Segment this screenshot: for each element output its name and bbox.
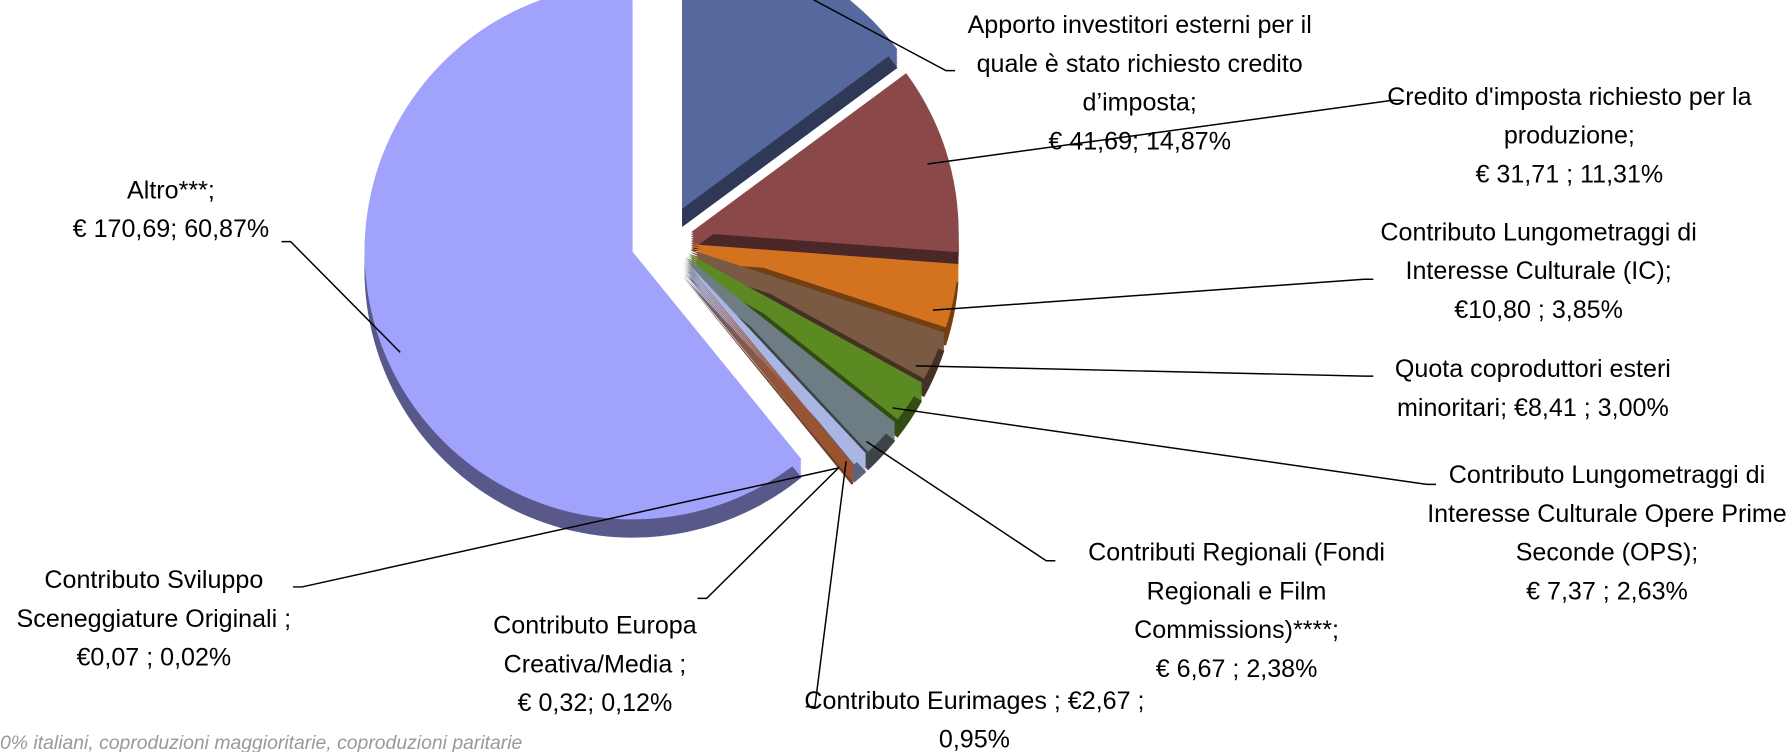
pie-slice [682, 258, 852, 467]
category-label: Contributo Lungometraggi di Interesse Cu… [1427, 460, 1787, 567]
leader-line [805, 461, 847, 708]
leader-line [812, 0, 956, 72]
slice-side [682, 270, 854, 478]
leader-line [927, 99, 1402, 165]
pie-slice [364, 0, 802, 520]
slice-side [682, 277, 852, 485]
slice-side [682, 265, 854, 473]
slice-side [682, 274, 854, 483]
category-label: Contributi Regionali (Fondi Regionali e … [1088, 537, 1386, 644]
slice-side [682, 267, 854, 476]
slice-label: Contributo Lungometraggi di Interesse Cu… [1351, 213, 1727, 329]
pie-slice [687, 253, 923, 420]
slice-label: Contributo Lungometraggi di Interesse Cu… [1419, 456, 1787, 611]
pie-slice [682, 258, 854, 467]
slice-side [682, 272, 854, 480]
leader-line [915, 365, 1374, 377]
slice-label: Contributi Regionali (Fondi Regionali e … [1049, 533, 1425, 688]
slice-side [682, 263, 854, 471]
slice-side [682, 274, 852, 483]
value-label: € 170,69; 60,87% [72, 214, 270, 243]
pie-slice [685, 256, 896, 452]
value-label: €2,67 ; 0,95% [938, 686, 1145, 752]
leader-line [933, 278, 1374, 311]
category-label: Contributo Lungometraggi di Interesse Cu… [1380, 217, 1697, 285]
category-label: Altro***; [127, 175, 215, 205]
slice-label: Contributo Eurimages ; €2,67 ; 0,95% [803, 682, 1145, 752]
slice-side [682, 272, 852, 481]
category-label: Contributo Eurimages ; [804, 686, 1061, 715]
slice-side [682, 267, 852, 476]
category-label: Credito d'imposta richiesto per la produ… [1387, 82, 1752, 150]
footnote: 0% italiani, coproduzioni maggioritarie,… [0, 731, 523, 752]
slice-label: Credito d'imposta richiesto per la produ… [1381, 77, 1757, 193]
value-label: € 7,37 ; 2,63% [1526, 576, 1688, 606]
value-label: €10,80 ; 3,85% [1454, 295, 1623, 324]
leader-line [281, 240, 401, 353]
slice-side-shade [682, 277, 852, 485]
slice-label: Apporto investitori esterni per il quale… [952, 6, 1328, 161]
slice-side-shade [682, 276, 854, 485]
slice-side [682, 260, 854, 469]
slice-label: Quota coproduttori esteri minoritari; €8… [1345, 350, 1721, 427]
value-label: € 0,32; 0,12% [517, 688, 673, 717]
pie-slice [689, 249, 945, 379]
value-label: € 6,67 ; 2,38% [1155, 654, 1318, 683]
slice-side [682, 270, 852, 478]
value-label: €0,07 ; 0,02% [76, 642, 232, 672]
slice-label: Contributo Sviluppo Sceneggiature Origin… [0, 561, 313, 677]
category-label: Contributo Sviluppo Sceneggiature Origin… [16, 565, 292, 633]
slice-side [682, 276, 854, 485]
leader-line [697, 466, 840, 600]
slice-side [682, 261, 852, 469]
pie-slice [690, 73, 959, 253]
value-label: € 41,69; 14,87% [1048, 126, 1232, 155]
category-label: Quota coproduttori esteri minoritari; [1394, 354, 1671, 422]
leader-line [866, 440, 1056, 562]
pie-slice [683, 258, 867, 465]
category-label: Apporto investitori esterni per il quale… [967, 10, 1312, 117]
slice-side [682, 265, 852, 474]
value-label: €8,41 ; 3,00% [1514, 393, 1669, 422]
slice-label: Contributo Europa Creativa/Media ; € 0,3… [464, 606, 726, 722]
pie-slice [691, 244, 959, 328]
leader-line [892, 407, 1437, 486]
pie-slice [682, 0, 898, 209]
slice-label: Altro***; € 170,69; 60,87% [28, 171, 313, 248]
category-label: Contributo Europa Creativa/Media ; [493, 610, 697, 679]
slice-side [682, 263, 852, 472]
value-label: € 31,71 ; 11,31% [1475, 159, 1664, 189]
leader-line [292, 467, 839, 588]
